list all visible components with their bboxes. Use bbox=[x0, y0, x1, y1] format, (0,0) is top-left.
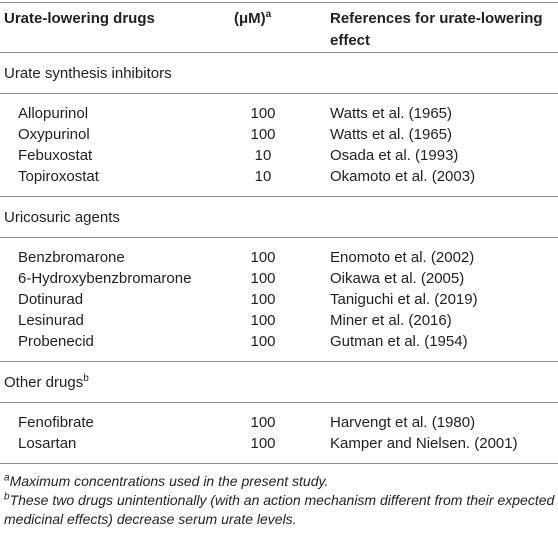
header-reference: References for urate-lowering effect bbox=[330, 10, 543, 49]
reference: Oikawa et al. (2005) bbox=[330, 270, 465, 287]
header-concentration: (μM)a bbox=[234, 8, 271, 29]
footnote: bThese two drugs unintentionally (with a… bbox=[4, 491, 556, 529]
reference: Taniguchi et al. (2019) bbox=[330, 291, 478, 308]
drug-name: Losartan bbox=[18, 435, 77, 452]
drug-name: Benzbromarone bbox=[18, 249, 125, 266]
section-end-rule bbox=[0, 196, 558, 197]
drug-name: 6-Hydroxybenzbromarone bbox=[18, 270, 192, 287]
reference: Osada et al. (1993) bbox=[330, 147, 459, 164]
concentration: 100 bbox=[250, 414, 276, 431]
concentration: 100 bbox=[250, 126, 276, 143]
concentration: 100 bbox=[250, 333, 276, 350]
concentration: 100 bbox=[250, 312, 276, 329]
footnotes: aMaximum concentrations used in the pres… bbox=[4, 472, 556, 529]
footnote-marker: a bbox=[4, 472, 10, 484]
header-drug: Urate-lowering drugs bbox=[4, 10, 155, 27]
drug-name: Lesinurad bbox=[18, 312, 84, 329]
concentration: 100 bbox=[250, 249, 276, 266]
section-name: Other drugs bbox=[4, 374, 84, 391]
concentration: 100 bbox=[250, 435, 276, 452]
section-label: Uricosuric agents bbox=[4, 207, 120, 228]
reference: Miner et al. (2016) bbox=[330, 312, 452, 329]
concentration: 10 bbox=[254, 147, 272, 164]
footnote-marker: b bbox=[83, 373, 89, 384]
concentration: 100 bbox=[250, 105, 276, 122]
header-rule bbox=[0, 52, 558, 53]
top-rule bbox=[0, 2, 558, 3]
reference: Gutman et al. (1954) bbox=[330, 333, 468, 350]
drug-name: Oxypurinol bbox=[18, 126, 90, 143]
section-label: Urate synthesis inhibitors bbox=[4, 63, 172, 84]
drug-name: Fenofibrate bbox=[18, 414, 94, 431]
reference: Watts et al. (1965) bbox=[330, 105, 452, 122]
drug-name: Topiroxostat bbox=[18, 168, 99, 185]
reference: Okamoto et al. (2003) bbox=[330, 168, 476, 185]
footnote-text: Maximum concentrations used in the prese… bbox=[9, 473, 329, 489]
section-end-rule bbox=[0, 463, 558, 464]
section-end-rule bbox=[0, 361, 558, 362]
drug-name: Dotinurad bbox=[18, 291, 84, 308]
drug-name: Febuxostat bbox=[18, 147, 93, 164]
section-rule bbox=[0, 237, 558, 238]
reference: Watts et al. (1965) bbox=[330, 126, 452, 143]
header-concentration-text: (μM) bbox=[234, 10, 266, 27]
concentration: 100 bbox=[250, 291, 276, 308]
section-rule bbox=[0, 402, 558, 403]
section-label: Other drugsb bbox=[4, 372, 89, 393]
section-name: Urate synthesis inhibitors bbox=[4, 65, 172, 82]
section-rule bbox=[0, 93, 558, 94]
footnote-marker: a bbox=[265, 9, 272, 20]
footnote: aMaximum concentrations used in the pres… bbox=[4, 472, 556, 491]
reference: Enomoto et al. (2002) bbox=[330, 249, 475, 266]
drug-name: Probenecid bbox=[18, 333, 94, 350]
reference: Harvengt et al. (1980) bbox=[330, 414, 476, 431]
drug-name: Allopurinol bbox=[18, 105, 89, 122]
section-name: Uricosuric agents bbox=[4, 209, 120, 226]
footnote-marker: b bbox=[4, 491, 10, 503]
concentration: 10 bbox=[254, 168, 272, 185]
reference: Kamper and Nielsen. (2001) bbox=[330, 435, 518, 452]
concentration: 100 bbox=[250, 270, 276, 287]
footnote-text: These two drugs unintentionally (with an… bbox=[4, 492, 555, 527]
